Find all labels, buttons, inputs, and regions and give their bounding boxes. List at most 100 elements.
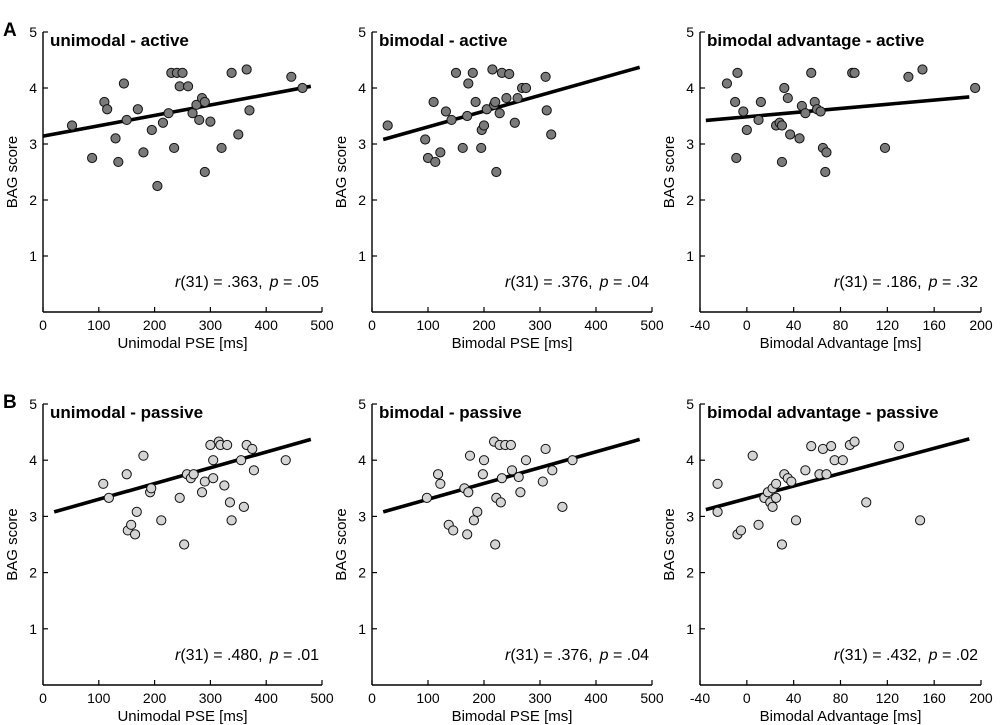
chart-5-y-tick-label: 1 [358, 621, 366, 637]
chart-4-data-point [122, 470, 131, 479]
chart-1-data-point [170, 143, 179, 152]
chart-5-x-tick-label: 100 [416, 690, 440, 706]
chart-5-data-point [568, 456, 577, 465]
chart-4-data-point [197, 488, 206, 497]
chart-1-data-point [206, 117, 215, 126]
chart-2-data-point [458, 143, 467, 152]
chart-2-data-point [495, 109, 504, 118]
chart-4-y-axis-label: BAG score [4, 508, 21, 581]
chart-3-data-point [780, 83, 789, 92]
chart-6-stat-part: = .02 [938, 647, 979, 664]
chart-2-y-tick-label: 5 [358, 24, 366, 40]
chart-2-data-point [431, 157, 440, 166]
chart-4-data-point [220, 481, 229, 490]
chart-5-stat-part: = .04 [609, 647, 650, 664]
chart-5-y-tick-label: 4 [358, 452, 366, 468]
chart-6-x-tick-label: 40 [786, 690, 802, 706]
chart-6-x-tick-label: 200 [969, 690, 993, 706]
chart-4-data-point [209, 474, 218, 483]
chart-4-x-tick-label: 200 [143, 690, 167, 706]
chart-3-title: bimodal advantage - active [707, 31, 924, 50]
chart-3-y-tick-label: 4 [686, 80, 694, 96]
chart-1-data-point [242, 65, 251, 74]
chart-4-data-point [248, 444, 257, 453]
chart-4-data-point [147, 484, 156, 493]
chart-1-x-tick-label: 200 [143, 317, 167, 333]
chart-1-data-point [195, 115, 204, 124]
chart-6-y-tick-label: 2 [686, 565, 694, 581]
chart-5-x-tick-label: 300 [528, 690, 552, 706]
chart-2-data-point [464, 79, 473, 88]
chart-1-data-point [298, 83, 307, 92]
chart-5-data-point [469, 516, 478, 525]
chart-1-data-point [88, 153, 97, 162]
chart-4-x-tick-label: 0 [39, 690, 47, 706]
chart-5-data-point [473, 507, 482, 516]
chart-5-data-point [464, 488, 473, 497]
chart-4-y-tick-label: 3 [29, 508, 37, 524]
chart-2-y-tick-label: 1 [358, 248, 366, 264]
chart-4-panel: 0 100 200 300 400 50012345Unimodal PSE [ms]BA… [4, 396, 334, 725]
chart-1-data-point [111, 134, 120, 143]
chart-5-data-point [538, 477, 547, 486]
chart-6-data-point [827, 442, 836, 451]
chart-6-data-point [754, 520, 763, 529]
chart-5-data-point [497, 474, 506, 483]
chart-5-data-point [491, 540, 500, 549]
chart-3-data-point [777, 121, 786, 130]
chart-5-data-point [478, 470, 487, 479]
chart-1-x-tick-label: 100 [87, 317, 111, 333]
chart-5-regression-line [383, 439, 639, 511]
chart-4-data-point [200, 477, 209, 486]
chart-3-data-point [801, 109, 810, 118]
chart-4-title: unimodal - passive [50, 403, 203, 422]
chart-4-data-point [225, 498, 234, 507]
chart-1-data-point [245, 106, 254, 115]
chart-2-y-tick-label: 3 [358, 136, 366, 152]
chart-4-data-point [239, 502, 248, 511]
chart-2-data-point [502, 93, 511, 102]
chart-3-data-point [783, 93, 792, 102]
chart-2-data-point [421, 135, 430, 144]
chart-2-x-tick-label: 500 [640, 317, 664, 333]
chart-1-x-tick-label: 0 [39, 317, 47, 333]
chart-6-x-tick-label: -40 [690, 690, 710, 706]
chart-6-data-point [777, 540, 786, 549]
chart-2-data-point [491, 97, 500, 106]
chart-1-data-point [147, 125, 156, 134]
chart-1-y-tick-label: 5 [29, 24, 37, 40]
chart-1-data-point [287, 72, 296, 81]
chart-2-y-tick-label: 4 [358, 80, 366, 96]
chart-3-stat-part: (31) = .186, [839, 274, 921, 291]
chart-5-y-tick-label: 2 [358, 565, 366, 581]
chart-6-data-point [713, 507, 722, 516]
chart-6-data-point [791, 516, 800, 525]
chart-3-y-axis-label: BAG score [661, 136, 678, 209]
chart-2-title: bimodal - active [379, 31, 507, 50]
chart-1-data-point [200, 167, 209, 176]
chart-2-data-point [383, 121, 392, 130]
chart-3-data-point [971, 83, 980, 92]
chart-5-stat-annotation: r(31) = .376, p = .04 [505, 647, 649, 664]
chart-6-y-tick-label: 1 [686, 621, 694, 637]
chart-2-data-point [447, 115, 456, 124]
chart-4-y-tick-label: 5 [29, 396, 37, 412]
chart-1-data-point [164, 109, 173, 118]
chart-2-data-point [521, 83, 530, 92]
chart-6-data-point [807, 442, 816, 451]
chart-5-panel: 0 100 200 300 400 50012345Bimodal PSE [ms]BAG… [333, 396, 664, 725]
chart-6-data-point [850, 437, 859, 446]
chart-4-data-point [227, 516, 236, 525]
chart-5-data-point [496, 498, 505, 507]
chart-1-data-point [234, 130, 243, 139]
chart-2-data-point [492, 167, 501, 176]
chart-6-data-point [894, 442, 903, 451]
chart-6-x-axis-label: Bimodal Advantage [ms] [760, 708, 922, 725]
chart-4-data-point [236, 456, 245, 465]
chart-5-data-point [479, 456, 488, 465]
chart-5-data-point [433, 470, 442, 479]
chart-6-data-point [713, 479, 722, 488]
chart-2-data-point [541, 72, 550, 81]
chart-4-stat-part: (31) = .480, [180, 647, 262, 664]
chart-3-data-point [754, 115, 763, 124]
